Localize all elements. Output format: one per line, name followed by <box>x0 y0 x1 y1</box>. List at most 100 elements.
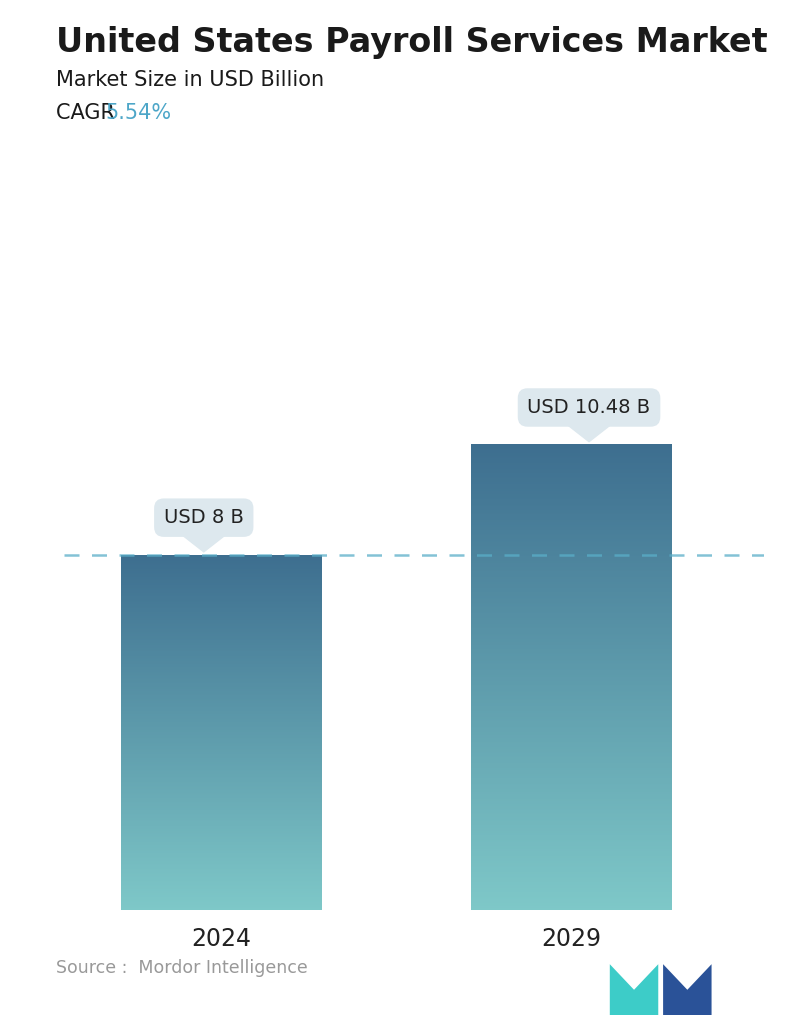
Text: 5.54%: 5.54% <box>105 103 171 123</box>
Bar <box>471 881 673 882</box>
Bar <box>471 530 673 531</box>
Bar <box>471 788 673 789</box>
Bar <box>471 843 673 844</box>
Bar <box>471 582 673 583</box>
Bar <box>471 533 673 534</box>
Bar <box>471 879 673 880</box>
Bar <box>471 837 673 838</box>
Bar <box>471 811 673 812</box>
Bar <box>471 586 673 587</box>
Bar <box>471 561 673 564</box>
Bar <box>471 763 673 764</box>
Bar <box>471 480 673 481</box>
Bar <box>471 683 673 685</box>
Bar <box>471 872 673 873</box>
Bar <box>471 905 673 907</box>
Bar <box>471 655 673 657</box>
Bar <box>471 681 673 683</box>
Bar <box>471 731 673 732</box>
Bar <box>471 652 673 653</box>
Bar <box>471 734 673 735</box>
Bar <box>471 569 673 570</box>
Bar <box>471 632 673 633</box>
Bar <box>471 904 673 905</box>
Polygon shape <box>663 964 712 1015</box>
Bar <box>471 771 673 772</box>
Bar <box>471 638 673 639</box>
Bar <box>471 848 673 849</box>
Bar <box>471 884 673 885</box>
Bar <box>471 584 673 585</box>
Bar <box>471 453 673 454</box>
Bar <box>471 767 673 768</box>
Bar <box>471 566 673 567</box>
Bar <box>471 658 673 659</box>
Bar <box>471 830 673 832</box>
Bar <box>471 509 673 510</box>
Bar <box>471 499 673 500</box>
Polygon shape <box>610 964 658 1015</box>
Bar <box>471 484 673 485</box>
Bar <box>471 892 673 893</box>
Bar <box>471 552 673 554</box>
Bar <box>471 882 673 883</box>
Bar <box>471 832 673 833</box>
Bar <box>471 814 673 815</box>
Bar <box>471 693 673 694</box>
Bar <box>471 599 673 601</box>
Bar <box>471 565 673 566</box>
Bar <box>471 603 673 604</box>
Bar <box>471 461 673 462</box>
Bar <box>471 575 673 576</box>
Bar <box>471 793 673 795</box>
Bar <box>471 749 673 750</box>
Bar <box>471 501 673 503</box>
Bar <box>471 505 673 506</box>
Bar <box>471 662 673 663</box>
Bar <box>471 498 673 499</box>
Bar <box>471 759 673 760</box>
Bar <box>471 464 673 465</box>
Bar <box>471 854 673 855</box>
Bar <box>471 475 673 476</box>
Bar <box>471 506 673 508</box>
Bar <box>471 612 673 613</box>
Bar <box>471 514 673 515</box>
Bar <box>471 725 673 726</box>
Bar <box>471 705 673 706</box>
Bar <box>471 691 673 693</box>
Text: United States Payroll Services Market: United States Payroll Services Market <box>56 26 767 59</box>
Bar <box>471 741 673 742</box>
Bar <box>471 627 673 629</box>
Bar <box>471 536 673 537</box>
Bar <box>471 605 673 606</box>
Bar <box>471 773 673 774</box>
Bar <box>471 629 673 630</box>
Bar <box>471 606 673 607</box>
Bar <box>471 496 673 498</box>
Bar <box>471 719 673 721</box>
Bar <box>471 842 673 843</box>
Bar <box>471 815 673 816</box>
Bar <box>471 885 673 886</box>
Bar <box>471 688 673 689</box>
Bar <box>471 739 673 740</box>
Polygon shape <box>568 425 610 442</box>
Bar <box>471 820 673 821</box>
Bar <box>471 704 673 705</box>
Bar <box>471 669 673 670</box>
Bar <box>471 531 673 533</box>
Bar <box>471 900 673 901</box>
Bar <box>471 805 673 807</box>
Bar <box>471 481 673 482</box>
Bar <box>471 853 673 854</box>
Bar <box>471 478 673 480</box>
Bar <box>471 808 673 809</box>
Bar <box>471 645 673 647</box>
Bar <box>471 545 673 546</box>
Bar <box>471 908 673 909</box>
Bar <box>471 598 673 599</box>
Bar <box>471 877 673 879</box>
Bar <box>471 556 673 557</box>
Bar <box>471 760 673 761</box>
